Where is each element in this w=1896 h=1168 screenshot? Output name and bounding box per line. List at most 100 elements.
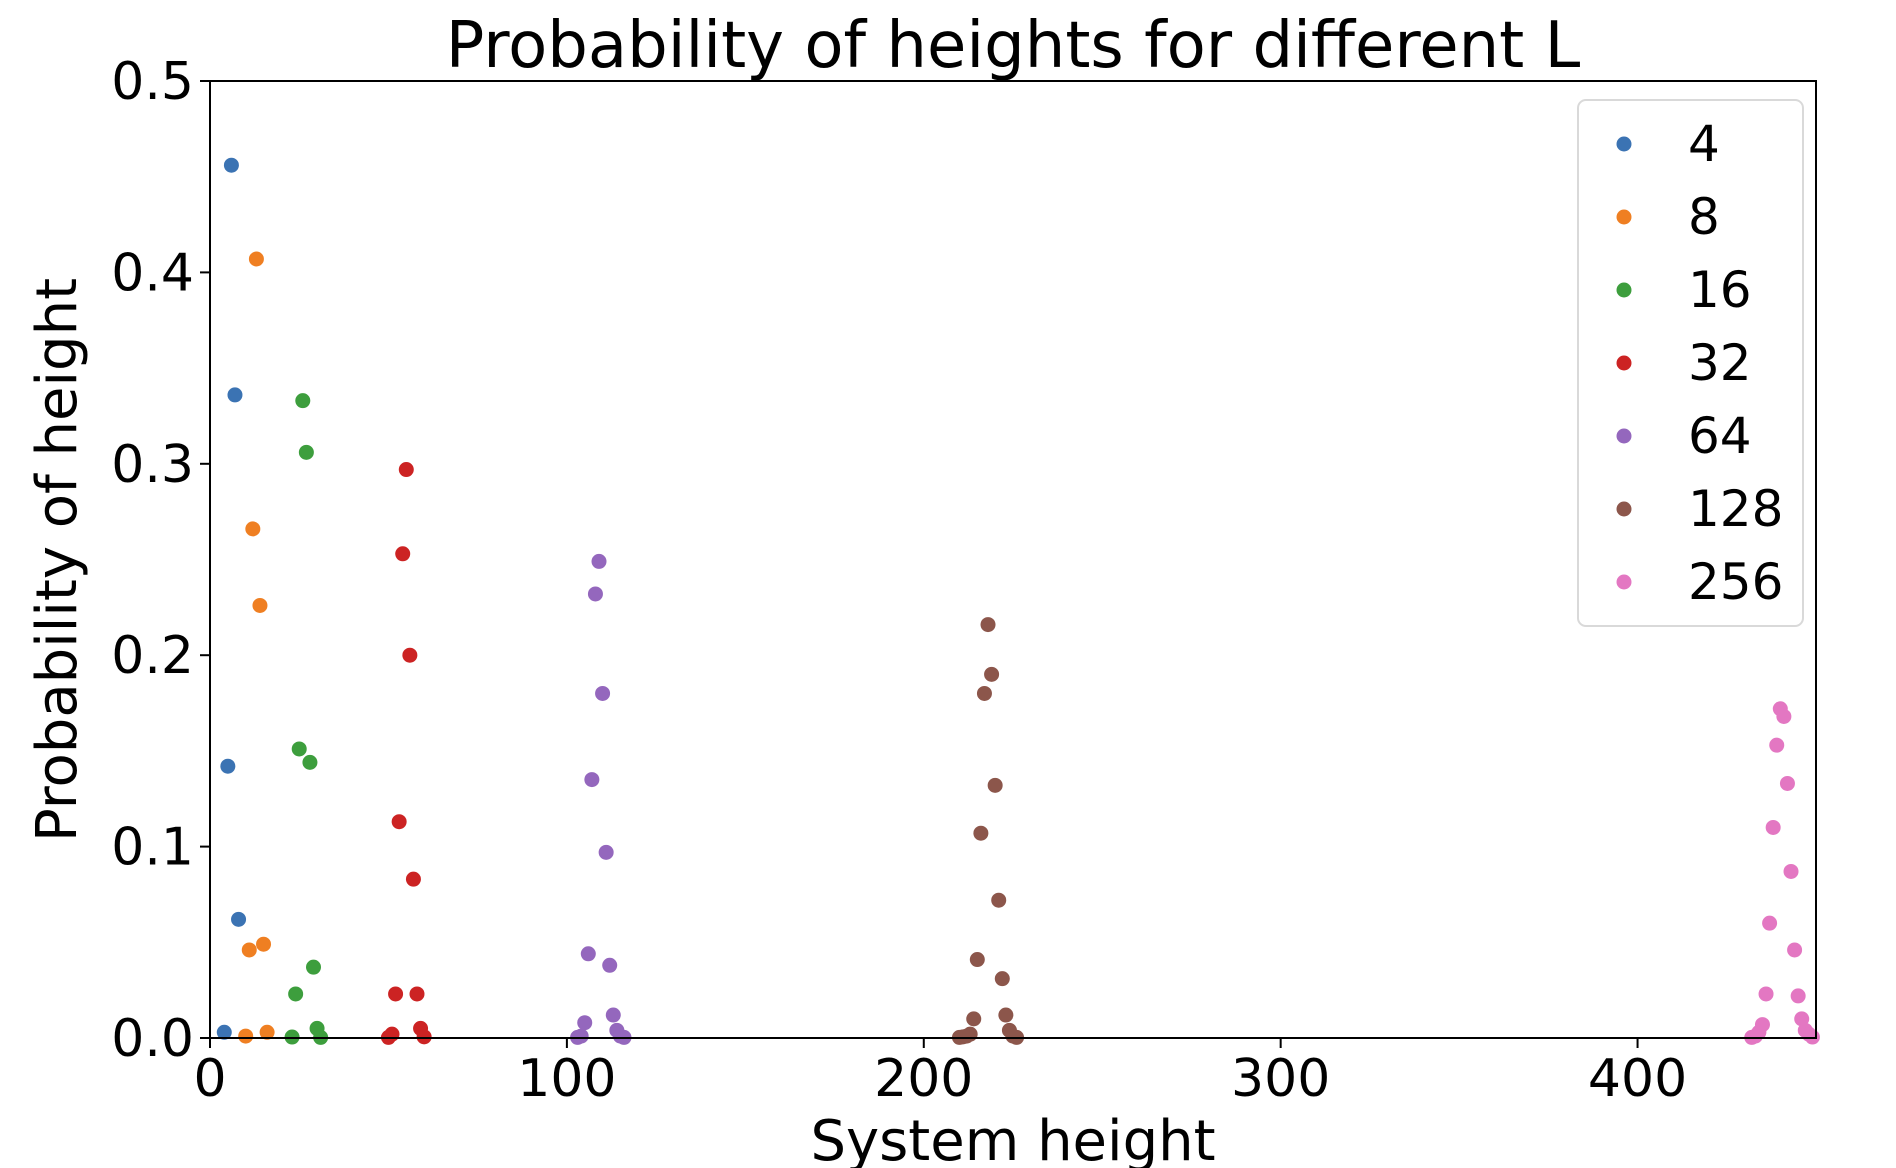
series-256	[1744, 701, 1820, 1045]
data-points	[216, 157, 1820, 1045]
legend-marker	[1616, 428, 1632, 444]
y-tick-label: 0.5	[111, 52, 194, 112]
data-point	[991, 892, 1007, 908]
legend-item-4: 4	[1616, 115, 1720, 173]
plot-frame	[209, 80, 1817, 1039]
data-point	[966, 1011, 982, 1027]
legend-item-128: 128	[1616, 480, 1783, 538]
data-point	[238, 1028, 254, 1044]
legend-label: 4	[1688, 115, 1720, 173]
y-tick-label: 0.1	[111, 818, 194, 878]
legend-marker	[1616, 355, 1632, 371]
data-point	[227, 387, 243, 403]
data-point	[1779, 775, 1795, 791]
data-point	[998, 1007, 1014, 1023]
data-point	[1769, 737, 1785, 753]
legend: 4 8 16 32 64 128 256	[1577, 99, 1804, 627]
data-point	[220, 758, 236, 774]
x-axis-ticks: 0 100 200 300 400	[193, 1038, 1687, 1109]
data-point	[1783, 863, 1799, 879]
data-point	[288, 986, 304, 1002]
legend-item-32: 32	[1616, 334, 1752, 392]
data-point	[605, 1007, 621, 1023]
legend-item-256: 256	[1616, 553, 1783, 611]
data-point	[1758, 986, 1774, 1002]
data-point	[256, 936, 272, 952]
data-point	[984, 666, 1000, 682]
legend-label: 8	[1688, 188, 1720, 246]
data-point	[259, 1024, 275, 1040]
data-point	[245, 521, 261, 537]
series-4	[216, 157, 247, 1040]
x-tick-label: 400	[1588, 1049, 1687, 1109]
chart-title: Probability of heights for different L	[446, 9, 1581, 83]
series-8	[238, 251, 275, 1044]
data-point	[216, 1024, 232, 1040]
data-point	[402, 647, 418, 663]
data-point	[1787, 942, 1803, 958]
y-tick-label: 0.3	[111, 435, 194, 495]
data-point	[577, 1015, 593, 1031]
data-point	[398, 462, 414, 478]
legend-label: 128	[1688, 480, 1783, 538]
plot-area	[209, 80, 1820, 1045]
data-point	[1765, 819, 1781, 835]
data-point	[1776, 708, 1792, 724]
legend-label: 256	[1688, 553, 1783, 611]
legend-marker	[1616, 282, 1632, 298]
data-point	[241, 942, 257, 958]
x-tick-label: 0	[193, 1049, 226, 1109]
data-point	[298, 444, 314, 460]
data-point	[388, 986, 404, 1002]
data-point	[969, 952, 985, 968]
data-point	[1762, 915, 1778, 931]
series-32	[380, 462, 432, 1045]
data-point	[223, 157, 239, 173]
data-point	[252, 597, 268, 613]
data-point	[248, 251, 264, 267]
series-64	[570, 553, 632, 1045]
data-point	[306, 959, 321, 975]
legend-item-8: 8	[1616, 188, 1720, 246]
data-point	[395, 546, 411, 562]
data-point	[973, 825, 989, 841]
y-tick-label: 0.0	[111, 1009, 194, 1069]
data-point	[295, 393, 311, 409]
series-16	[284, 393, 329, 1045]
data-point	[591, 553, 607, 569]
data-point	[584, 772, 600, 788]
data-point	[962, 1026, 978, 1042]
x-tick-label: 300	[1231, 1049, 1330, 1109]
data-point	[416, 1029, 432, 1045]
legend-label: 32	[1688, 334, 1752, 392]
data-point	[1754, 1017, 1770, 1033]
legend-item-16: 16	[1616, 261, 1752, 319]
data-point	[580, 946, 596, 962]
x-tick-label: 100	[517, 1049, 616, 1109]
data-point	[602, 957, 618, 973]
data-point	[587, 586, 603, 602]
legend-box	[1577, 99, 1804, 627]
y-tick-label: 0.2	[111, 626, 194, 686]
legend-marker	[1616, 136, 1632, 152]
data-point	[405, 871, 421, 887]
legend-marker	[1616, 209, 1632, 225]
data-point	[994, 971, 1010, 987]
legend-label: 16	[1688, 261, 1752, 319]
data-point	[409, 986, 425, 1002]
data-point	[231, 911, 247, 927]
legend-items: 4 8 16 32 64 128 256	[1616, 115, 1783, 611]
y-axis-label: Probability of height	[25, 278, 90, 842]
legend-label: 64	[1688, 407, 1752, 465]
data-point	[595, 685, 611, 701]
legend-item-64: 64	[1616, 407, 1752, 465]
legend-marker	[1616, 574, 1632, 590]
data-point	[384, 1026, 400, 1042]
data-point	[573, 1028, 589, 1044]
x-axis-label: System height	[810, 1109, 1215, 1168]
x-tick-label: 200	[874, 1049, 973, 1109]
data-point	[598, 844, 614, 860]
y-axis-ticks: 0.0 0.1 0.2 0.3 0.4 0.5	[111, 52, 210, 1069]
data-point	[291, 741, 307, 757]
